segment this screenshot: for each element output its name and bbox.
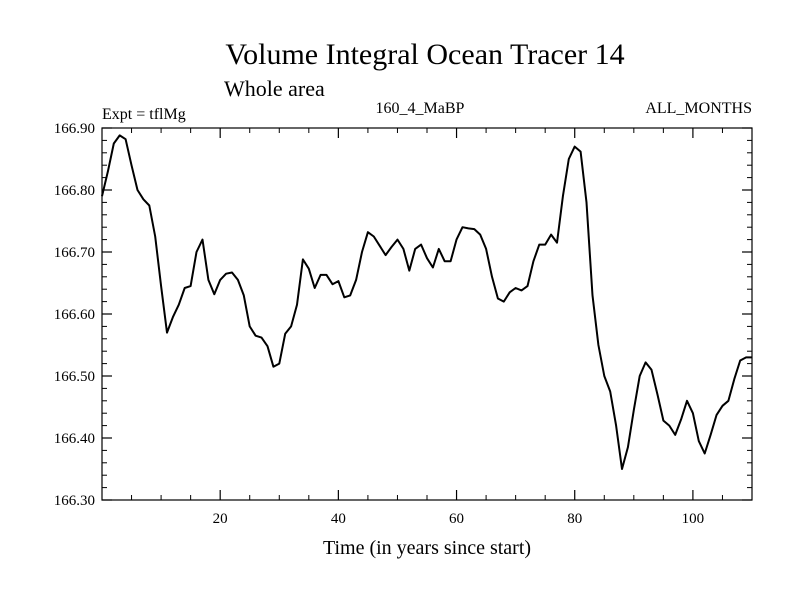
x-tick-label: 20 [213, 511, 228, 527]
chart-title: Volume Integral Ocean Tracer 14 [225, 38, 624, 71]
x-tick-label: 40 [331, 511, 346, 527]
y-tick-label: 166.90 [54, 121, 95, 137]
y-axis: 166.30 166.40 166.50 166.60 166.70 166.80 166.… [54, 121, 752, 509]
y-tick-label: 166.30 [54, 493, 95, 509]
x-tick-label: 80 [567, 511, 582, 527]
x-axis: 20 40 60 80 100 [131, 128, 723, 527]
plot-frame [101, 127, 753, 501]
y-tick-label: 166.60 [54, 307, 95, 323]
months-label: ALL_MONTHS [645, 100, 752, 117]
x-tick-label: 60 [449, 511, 464, 527]
y-tick-label: 166.40 [54, 431, 95, 447]
y-tick-label: 166.50 [54, 369, 95, 385]
x-tick-label: 100 [682, 511, 705, 527]
chart-subtitle: Whole area [224, 76, 325, 101]
y-tick-label: 166.70 [54, 245, 95, 261]
experiment-label: Expt = tflMg [102, 106, 186, 123]
y-tick-label: 166.80 [54, 183, 95, 199]
period-label: 160_4_MaBP [376, 100, 465, 117]
x-axis-label: Time (in years since start) [323, 537, 531, 559]
series-line [101, 134, 752, 470]
